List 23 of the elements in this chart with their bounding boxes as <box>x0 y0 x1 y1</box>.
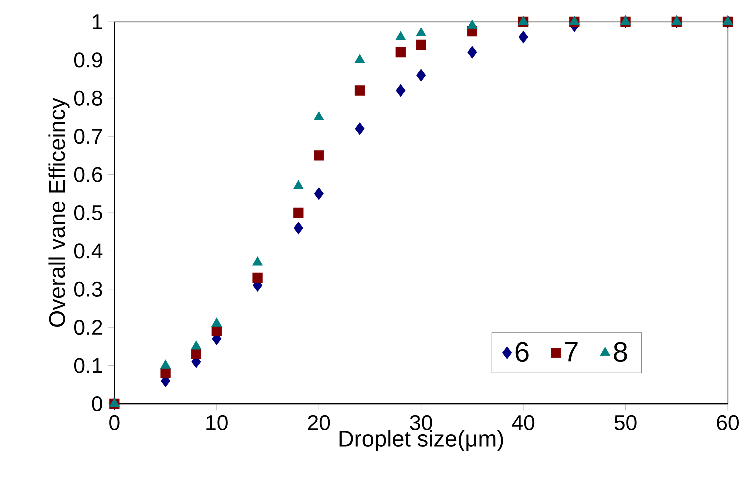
y-tick-label: 0.9 <box>74 52 102 68</box>
x-tick-label: 10 <box>206 415 228 430</box>
x-axis-title: Droplet size(μm) <box>340 430 504 452</box>
legend-label: 6 <box>516 342 529 362</box>
x-tick-label: 30 <box>410 415 432 430</box>
x-tick-label: 50 <box>614 415 637 430</box>
y-tick-label: 0.4 <box>74 244 103 259</box>
y-axis-title: Overall vane Efficeincy <box>48 98 70 327</box>
y-tick-label: 0.8 <box>74 90 102 106</box>
y-tick-label: 0.7 <box>74 129 102 144</box>
y-tick-label: 0.2 <box>74 320 102 336</box>
x-tick-label: 60 <box>717 415 740 430</box>
legend-label: 7 <box>565 342 578 362</box>
y-tick-label: 0.5 <box>74 205 102 221</box>
y-tick-label: 0.1 <box>74 358 102 374</box>
y-tick-label: 0.6 <box>74 167 102 182</box>
y-tick-label: 0 <box>92 396 102 412</box>
y-tick-label: 1 <box>93 14 102 30</box>
x-tick-label: 0 <box>110 415 120 430</box>
y-tick-label: 0.3 <box>74 282 102 297</box>
x-tick-label: 20 <box>308 415 330 430</box>
x-tick-label: 40 <box>512 415 535 430</box>
legend-label: 8 <box>614 342 628 362</box>
